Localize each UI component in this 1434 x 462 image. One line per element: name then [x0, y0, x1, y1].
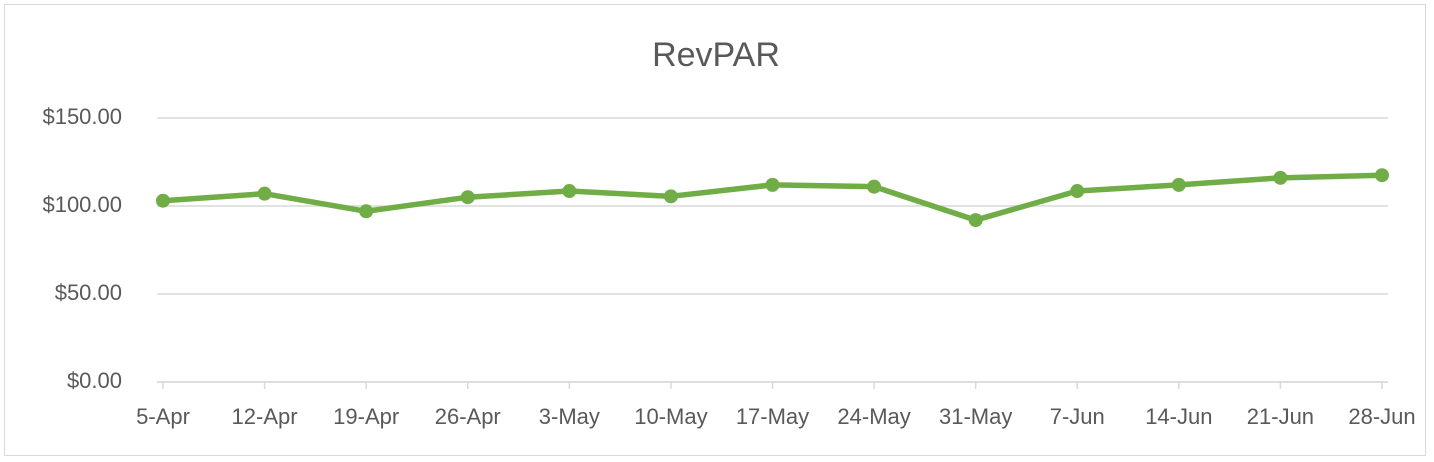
x-tick-label: 26-Apr	[435, 404, 501, 429]
x-tick-label: 19-Apr	[333, 404, 399, 429]
y-tick-label: $0.00	[67, 368, 122, 393]
x-tick-label: 12-Apr	[232, 404, 298, 429]
marker	[1375, 168, 1389, 183]
marker	[156, 193, 170, 208]
marker	[460, 190, 475, 205]
x-tick-label: 7-Jun	[1050, 404, 1105, 429]
chart-border	[4, 4, 1426, 456]
x-tick-label: 24-May	[837, 404, 910, 429]
marker	[765, 177, 780, 192]
y-tick-label: $100.00	[42, 192, 122, 217]
chart-title: RevPAR	[652, 36, 780, 74]
x-tick-label: 10-May	[634, 404, 707, 429]
x-tick-label: 21-Jun	[1247, 404, 1314, 429]
marker	[968, 213, 983, 228]
x-tick-label: 31-May	[939, 404, 1012, 429]
marker	[1070, 184, 1085, 199]
marker	[359, 204, 374, 219]
x-tick-label: 14-Jun	[1145, 404, 1212, 429]
marker	[867, 179, 882, 194]
marker	[1171, 177, 1186, 192]
marker	[663, 189, 678, 204]
x-tick-label: 17-May	[736, 404, 809, 429]
x-tick-label: 28-Jun	[1348, 404, 1415, 429]
y-tick-label: $50.00	[55, 280, 122, 305]
x-tick-label: 3-May	[539, 404, 600, 429]
marker	[562, 184, 577, 199]
y-tick-label: $150.00	[42, 104, 122, 129]
x-tick-label: 5-Apr	[136, 404, 190, 429]
marker	[1273, 170, 1288, 185]
marker	[257, 186, 272, 201]
